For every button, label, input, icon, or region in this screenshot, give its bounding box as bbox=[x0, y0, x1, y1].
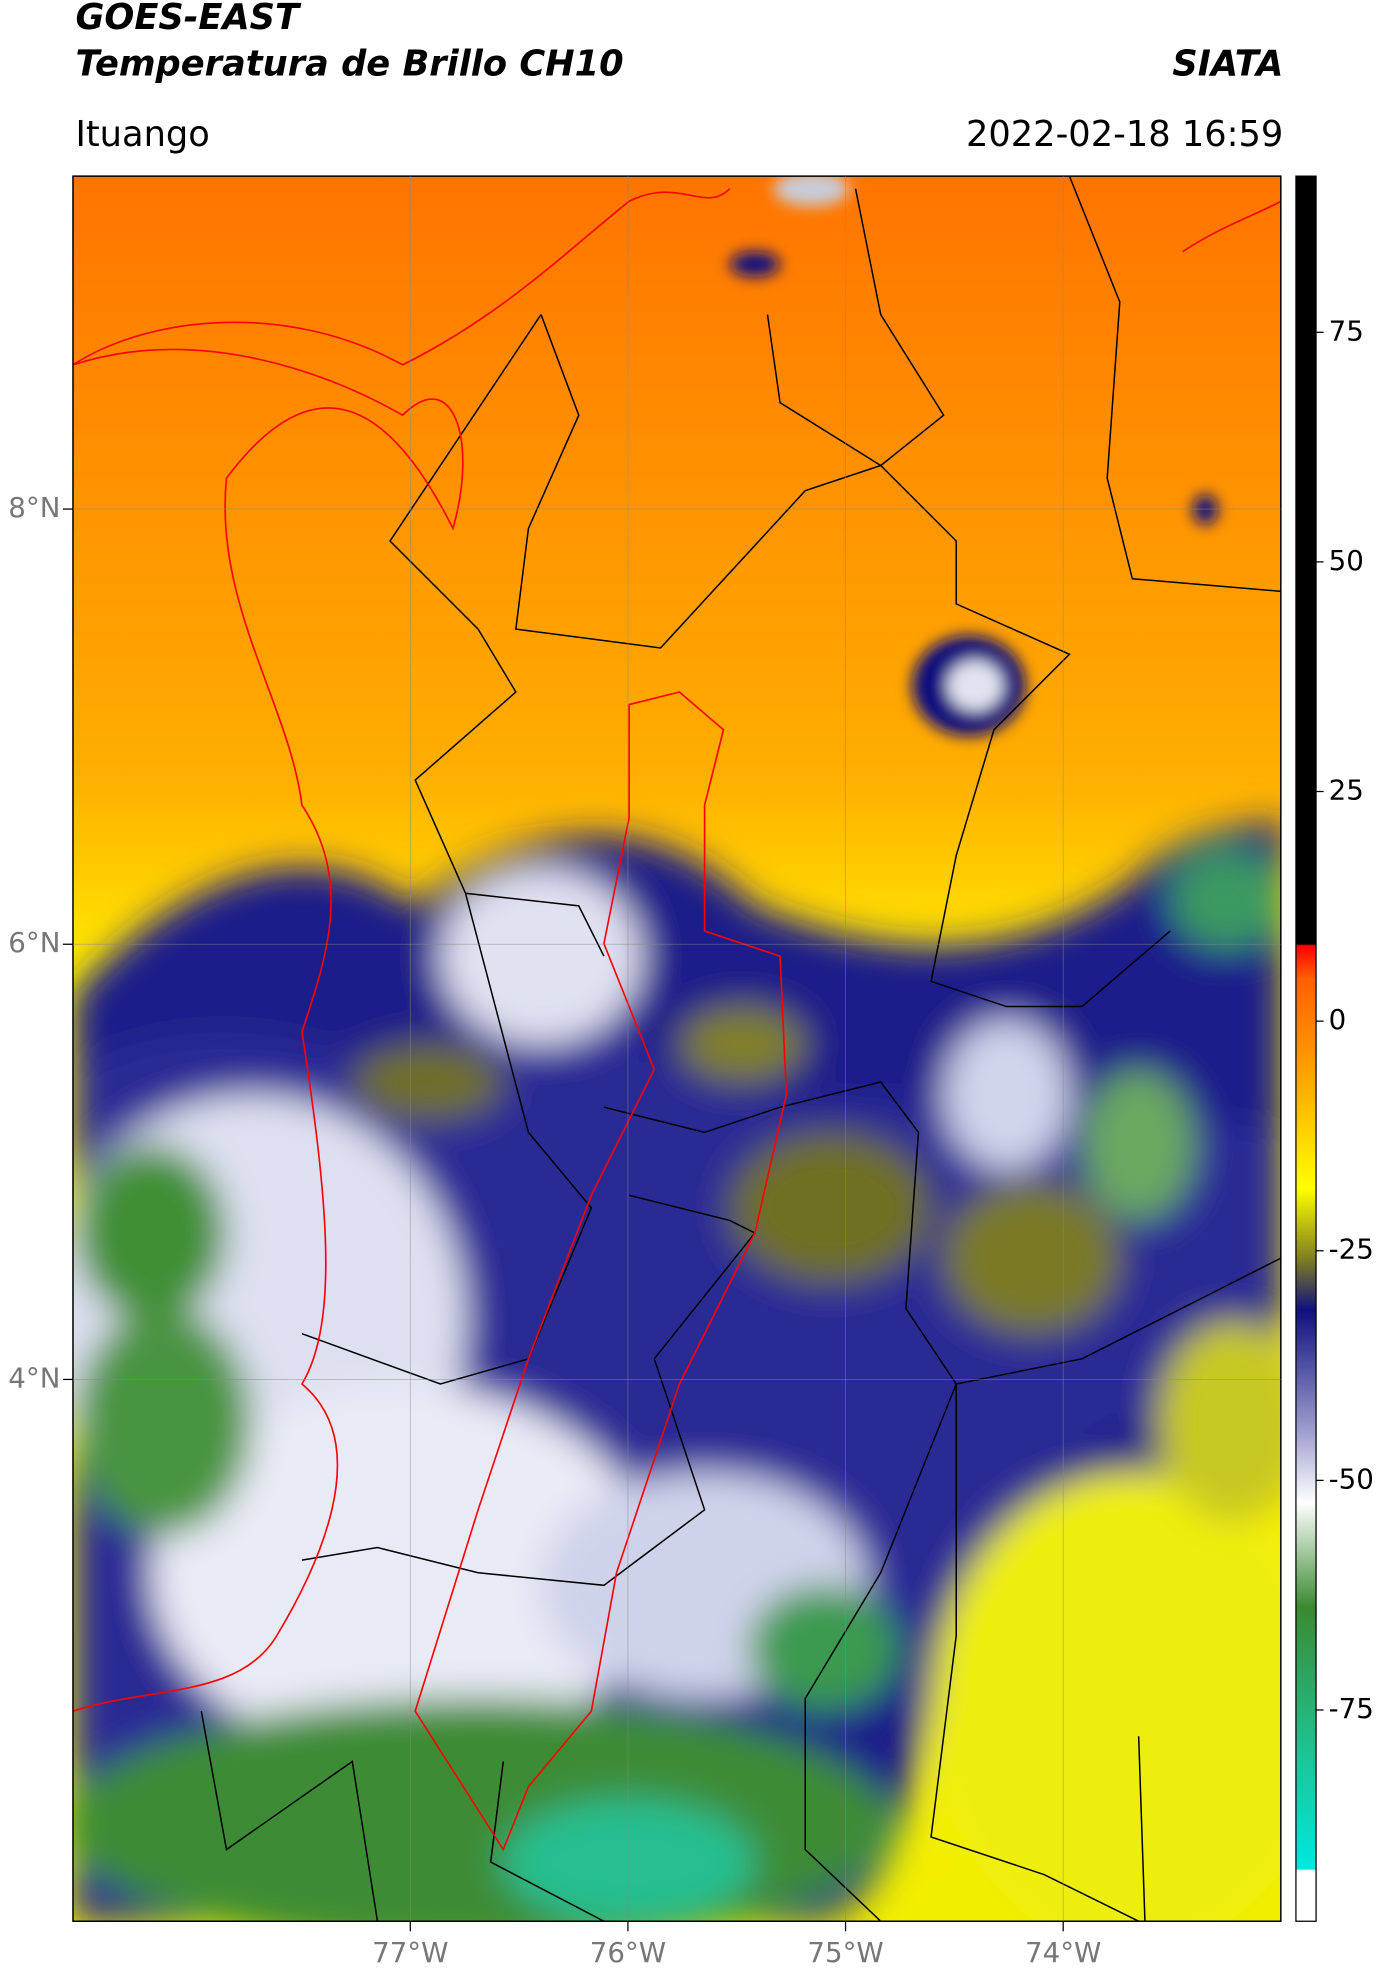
title: GOES-EAST bbox=[75, 0, 302, 38]
datetime: 2022-02-18 16:59 bbox=[966, 114, 1283, 155]
y-tick-label: 6°N bbox=[8, 926, 60, 959]
colorbar-tick-label: -50 bbox=[1329, 1462, 1374, 1495]
colorbar-tick-label: 75 bbox=[1329, 314, 1364, 347]
satellite-image bbox=[72, 176, 1281, 1922]
colorbar-tick-label: -75 bbox=[1329, 1692, 1374, 1725]
boundaries bbox=[200, 176, 1281, 1922]
map-frame bbox=[72, 175, 1282, 1922]
x-tick-label: 75°W bbox=[807, 1936, 883, 1969]
x-tick-label: 76°W bbox=[590, 1936, 666, 1969]
y-tick-label: 4°N bbox=[8, 1361, 60, 1394]
colorbar-tick-label: -25 bbox=[1329, 1233, 1374, 1266]
graticule: 77°W 76°W 75°W 74°W 8°N 6°N 4°N bbox=[8, 176, 1281, 1969]
colorbar-tick-label: 25 bbox=[1329, 774, 1364, 807]
x-tick-label: 74°W bbox=[1025, 1936, 1101, 1969]
y-tick-label: 8°N bbox=[8, 491, 60, 524]
subtitle: Temperatura de Brillo CH10 bbox=[75, 43, 623, 84]
colorbar-ticks: 75 50 25 0 -25 -50 -75 bbox=[1316, 314, 1374, 1725]
x-tick-label: 77°W bbox=[372, 1936, 448, 1969]
colorbar bbox=[1295, 175, 1317, 1922]
highlight-boundaries bbox=[72, 188, 1281, 1852]
colorbar-tick-label: 0 bbox=[1329, 1003, 1347, 1036]
org: SIATA bbox=[1172, 43, 1283, 84]
location: Ituango bbox=[75, 114, 209, 155]
colorbar-tick-label: 50 bbox=[1329, 544, 1364, 577]
